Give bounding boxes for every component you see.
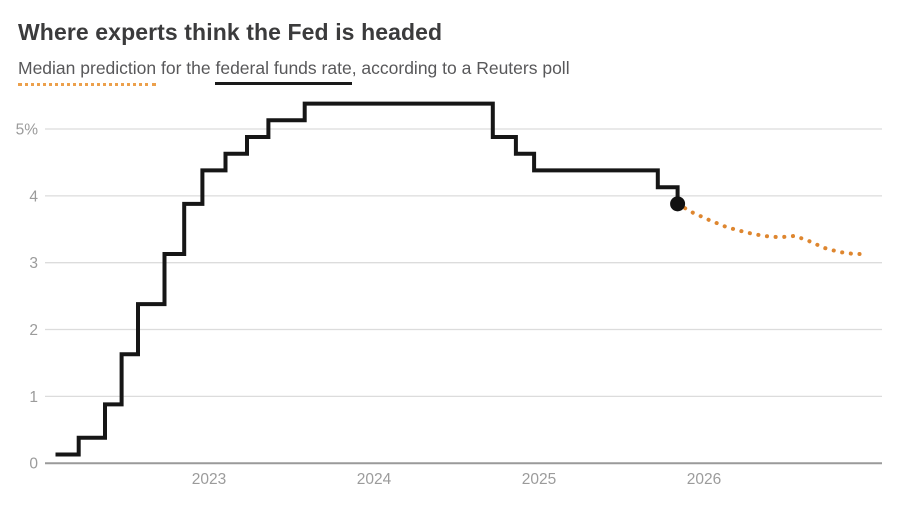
x-tick-label: 2025	[522, 471, 556, 488]
subtitle-segment: Median prediction	[18, 58, 157, 87]
chart-subtitle: Median prediction for the federal funds …	[18, 58, 880, 87]
subtitle-segment: , according to a Reuters poll	[351, 58, 570, 79]
x-tick-label: 2023	[192, 471, 226, 488]
chart-header: Where experts think the Fed is headed Me…	[18, 19, 880, 87]
y-tick-label: 1	[29, 389, 38, 406]
actual-rate-line	[55, 101, 680, 457]
chart-title: Where experts think the Fed is headed	[18, 19, 443, 45]
x-tick-label: 2024	[357, 471, 392, 488]
subtitle-segment: for the	[156, 58, 216, 79]
latest-value-dot	[670, 196, 686, 212]
x-tick-label: 2026	[687, 471, 721, 488]
forecast-dotted-line	[675, 201, 870, 256]
y-tick-label: 0	[29, 456, 38, 473]
y-tick-label: 5%	[16, 122, 39, 139]
y-tick-label: 3	[29, 255, 38, 272]
y-tick-label: 2	[29, 322, 38, 339]
subtitle-segment: federal funds rate	[215, 58, 352, 86]
y-tick-label: 4	[29, 188, 38, 205]
